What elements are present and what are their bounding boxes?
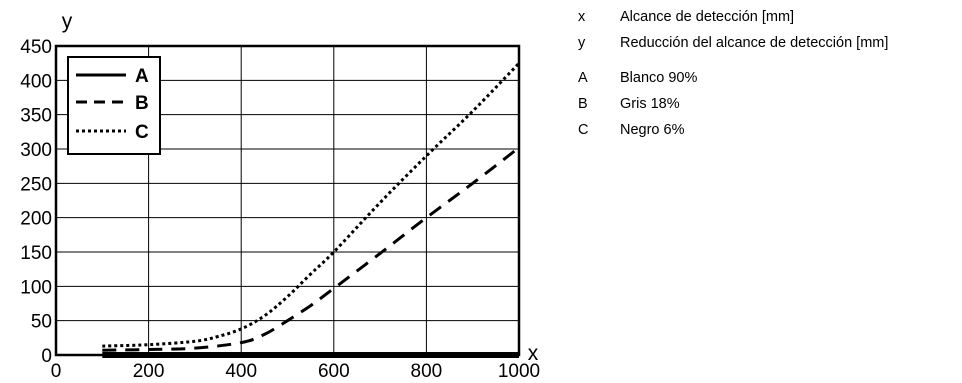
series-line-b [102, 146, 520, 352]
y-tick-label: 300 [20, 140, 52, 161]
plot-frame [54, 44, 521, 357]
y-tick-label: 50 [31, 312, 52, 333]
y-tick-label: 200 [20, 209, 52, 230]
key-text: Blanco 90% [620, 70, 698, 86]
legend-label-a: A [135, 66, 149, 87]
key-letter: x [578, 9, 586, 25]
y-tick-label: 0 [41, 346, 52, 367]
x-tick-label: 0 [51, 361, 62, 382]
y-tick-label: 250 [20, 174, 52, 195]
legend-box [67, 56, 161, 155]
key-letter: C [578, 122, 589, 138]
key-text: Reducción del alcance de detección [mm] [620, 35, 889, 51]
series-line-c [102, 62, 521, 348]
key-row-b: B Gris 18% [578, 95, 958, 121]
y-axis-label: y [62, 10, 73, 33]
key-text: Gris 18% [620, 96, 680, 112]
x-axis-label: x [528, 342, 539, 365]
key-row-a: A Blanco 90% [578, 69, 958, 95]
x-tick-label: 1000 [498, 361, 540, 382]
y-tick-label: 100 [20, 277, 52, 298]
legend-label-c: C [135, 122, 149, 143]
x-tick-label: 600 [318, 361, 350, 382]
series-lines [102, 62, 521, 358]
y-tick-labels: 0 50 100 150 200 250 300 350 400 450 [20, 37, 52, 367]
legend: A B C [67, 56, 161, 155]
key-text: Alcance de detección [mm] [620, 9, 795, 25]
x-tick-labels: 0 200 400 600 800 1000 [51, 361, 540, 382]
key-row-c: C Negro 6% [578, 121, 958, 147]
y-tick-label: 150 [20, 243, 52, 264]
x-tick-label: 800 [411, 361, 443, 382]
y-tick-label: 450 [20, 37, 52, 58]
axis-series-key: x Alcance de detección [mm] y Reducción … [578, 8, 958, 147]
key-letter: A [578, 70, 588, 86]
key-text: Negro 6% [620, 122, 685, 138]
y-tick-label: 400 [20, 71, 52, 92]
key-letter: y [578, 35, 586, 51]
y-tick-label: 350 [20, 106, 52, 127]
legend-label-b: B [135, 93, 149, 114]
key-row-y: y Reducción del alcance de detección [mm… [578, 34, 958, 60]
key-letter: B [578, 96, 588, 112]
key-row-x: x Alcance de detección [mm] [578, 8, 958, 34]
x-tick-label: 400 [225, 361, 257, 382]
x-tick-label: 200 [133, 361, 165, 382]
